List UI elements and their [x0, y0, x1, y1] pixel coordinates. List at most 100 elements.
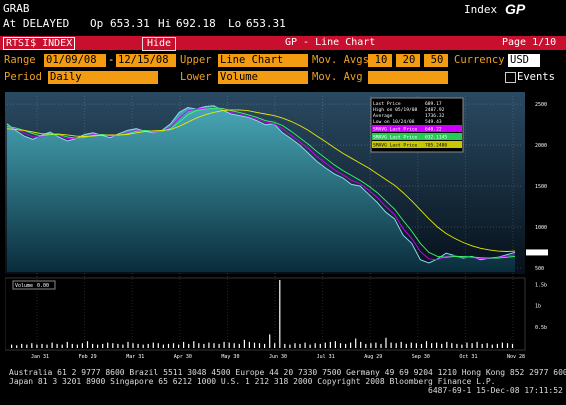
volume-bar: [355, 338, 357, 348]
volume-bar: [61, 344, 63, 348]
volume-bar: [248, 341, 250, 348]
price-area: [7, 105, 515, 272]
range-from-input[interactable]: 01/09/08: [44, 54, 106, 67]
volume-bar: [31, 343, 33, 348]
volume-bar: [81, 343, 83, 348]
open-value: 653.31: [110, 17, 150, 30]
volume-bar: [76, 344, 78, 348]
volume-bar: [264, 343, 266, 348]
volume-bar: [167, 343, 170, 348]
ma1-input[interactable]: 10: [368, 54, 392, 67]
lower-select[interactable]: Volume: [218, 71, 308, 84]
upper-select[interactable]: Line Chart: [218, 54, 308, 67]
x-tick-label: Oct 31: [459, 354, 477, 360]
volume-bar: [400, 341, 402, 348]
volume-bar: [127, 341, 129, 348]
mov-avgs-label: Mov. Avgs: [312, 54, 369, 66]
volume-bar: [390, 342, 392, 348]
volume-bar: [324, 342, 326, 348]
period-label: Period: [4, 71, 42, 83]
volume-bar: [415, 343, 417, 348]
legend-sma2: 632.1145: [425, 135, 447, 141]
series-line-2: [6, 107, 516, 259]
brand-logo: GP: [505, 1, 526, 17]
range-to-input[interactable]: 12/15/08: [116, 54, 176, 67]
volume-bar: [501, 342, 503, 348]
volume-bar: [137, 343, 139, 348]
volume-bar: [203, 343, 205, 348]
y-tick-label: 500: [535, 266, 544, 272]
footer-line-2: Japan 81 3 3201 8900 Singapore 65 6212 1…: [9, 377, 496, 386]
volume-bar: [253, 342, 256, 348]
mov-avg-label: Mov. Avg: [312, 71, 363, 83]
legend-low-label: Low on 10/24/08: [373, 119, 415, 125]
x-tick-label: Nov 28: [507, 354, 525, 360]
volume-bar: [218, 343, 220, 348]
y-tick-label: 2000: [535, 143, 547, 149]
legend-average-label: Average: [373, 113, 393, 119]
volume-bar: [294, 343, 296, 348]
x-tick-label: May 30: [221, 354, 239, 360]
volume-bar: [380, 343, 382, 348]
low-label: Lo: [228, 17, 242, 30]
volume-legend: Volume 0.00: [12, 280, 56, 290]
controls-row-1: Range 01/09/08 - 12/15/08 Upper Line Cha…: [0, 52, 566, 68]
volume-bar: [451, 343, 453, 348]
period-select[interactable]: Daily: [48, 71, 158, 84]
volume-bar: [208, 342, 210, 348]
ma2-input[interactable]: 20: [396, 54, 420, 67]
volume-bar: [405, 343, 407, 348]
legend-last-price: 689.17: [425, 101, 442, 107]
volume-bar: [142, 344, 144, 348]
volume-bar: [178, 344, 180, 348]
series-line-1: [6, 107, 516, 261]
x-tick-label: Jun 30: [269, 354, 287, 360]
series-line-0: [6, 105, 516, 264]
y-tick-label: 1000: [535, 225, 547, 231]
volume-bar: [339, 343, 342, 348]
legend-average: 1736.32: [425, 113, 445, 119]
volume-bar: [279, 280, 281, 348]
volume-bar: [172, 343, 175, 348]
price-chart: 500 1000 1500 2000 2500 0.5b 1b 1.5b Jan 31 Feb…: [5, 88, 557, 366]
currency-label: Currency: [454, 54, 505, 66]
open-label: Op: [90, 17, 104, 30]
volume-bar: [233, 343, 235, 348]
events-label: Events: [517, 71, 555, 83]
legend-sma1-label: SMAVG Last Price: [373, 127, 417, 133]
volume-bar: [491, 344, 493, 348]
currency-select[interactable]: USD: [508, 54, 540, 67]
volume-bar: [228, 342, 230, 348]
header: GRAB At DELAYED Op 653.31 Hi 692.18 Lo 6…: [0, 0, 566, 36]
volume-bar: [102, 343, 104, 348]
page-indicator[interactable]: Page 1/10: [502, 37, 557, 48]
hide-button[interactable]: Hide: [142, 37, 177, 51]
volume-bar: [188, 343, 190, 348]
volume-bar: [193, 341, 195, 348]
security-field[interactable]: RTSI$ INDEX: [3, 37, 76, 50]
volume-legend-value: 0.00: [37, 283, 49, 289]
volume-bar: [26, 344, 28, 348]
volume-bar: [496, 343, 498, 348]
volume-tick-label: 1.5b: [535, 282, 547, 288]
index-label: Index: [464, 3, 498, 16]
last-price-marker: [526, 249, 548, 256]
volume-bar: [486, 343, 488, 348]
ma3-input[interactable]: 50: [424, 54, 448, 67]
volume-bar: [385, 337, 387, 348]
volume-bar: [436, 342, 438, 348]
legend-high: 2487.92: [425, 107, 445, 113]
volume-bar: [314, 343, 316, 348]
lower-label: Lower: [180, 71, 212, 83]
x-tick-label: Aug 29: [364, 354, 382, 360]
volume-bar: [360, 341, 362, 348]
mov-avg-input[interactable]: [368, 71, 448, 84]
volume-bar: [11, 344, 13, 348]
x-tick-label: Apr 30: [174, 354, 192, 360]
volume-bar: [304, 342, 306, 348]
upper-label: Upper: [180, 54, 212, 66]
events-checkbox[interactable]: [505, 72, 516, 83]
volume-bar: [198, 343, 200, 348]
volume-bar: [16, 345, 18, 348]
volume-bar: [269, 334, 271, 348]
